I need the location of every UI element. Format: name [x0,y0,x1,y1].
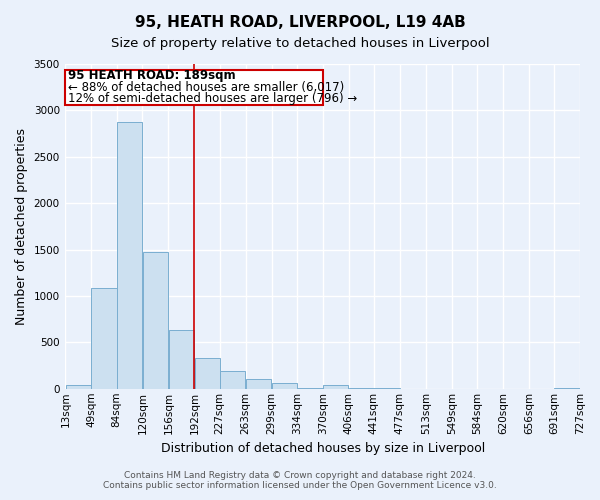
Text: 95, HEATH ROAD, LIVERPOOL, L19 4AB: 95, HEATH ROAD, LIVERPOOL, L19 4AB [134,15,466,30]
Bar [117,122,142,389]
FancyBboxPatch shape [65,70,323,105]
Bar [297,388,323,389]
Bar [323,384,349,389]
Text: 12% of semi-detached houses are larger (796) →: 12% of semi-detached houses are larger (… [68,92,358,106]
Text: Contains HM Land Registry data © Crown copyright and database right 2024.
Contai: Contains HM Land Registry data © Crown c… [103,470,497,490]
Bar [374,388,400,389]
Bar [272,383,297,389]
Bar [91,288,117,389]
Text: ← 88% of detached houses are smaller (6,017): ← 88% of detached houses are smaller (6,… [68,80,344,94]
Bar [554,388,580,389]
Bar [65,385,91,389]
X-axis label: Distribution of detached houses by size in Liverpool: Distribution of detached houses by size … [161,442,485,455]
Y-axis label: Number of detached properties: Number of detached properties [15,128,28,325]
Bar [194,358,220,389]
Bar [143,252,168,389]
Text: Size of property relative to detached houses in Liverpool: Size of property relative to detached ho… [110,38,490,51]
Bar [246,380,271,389]
Bar [349,388,374,389]
Text: 95 HEATH ROAD: 189sqm: 95 HEATH ROAD: 189sqm [68,69,236,82]
Bar [169,330,194,389]
Bar [220,370,245,389]
